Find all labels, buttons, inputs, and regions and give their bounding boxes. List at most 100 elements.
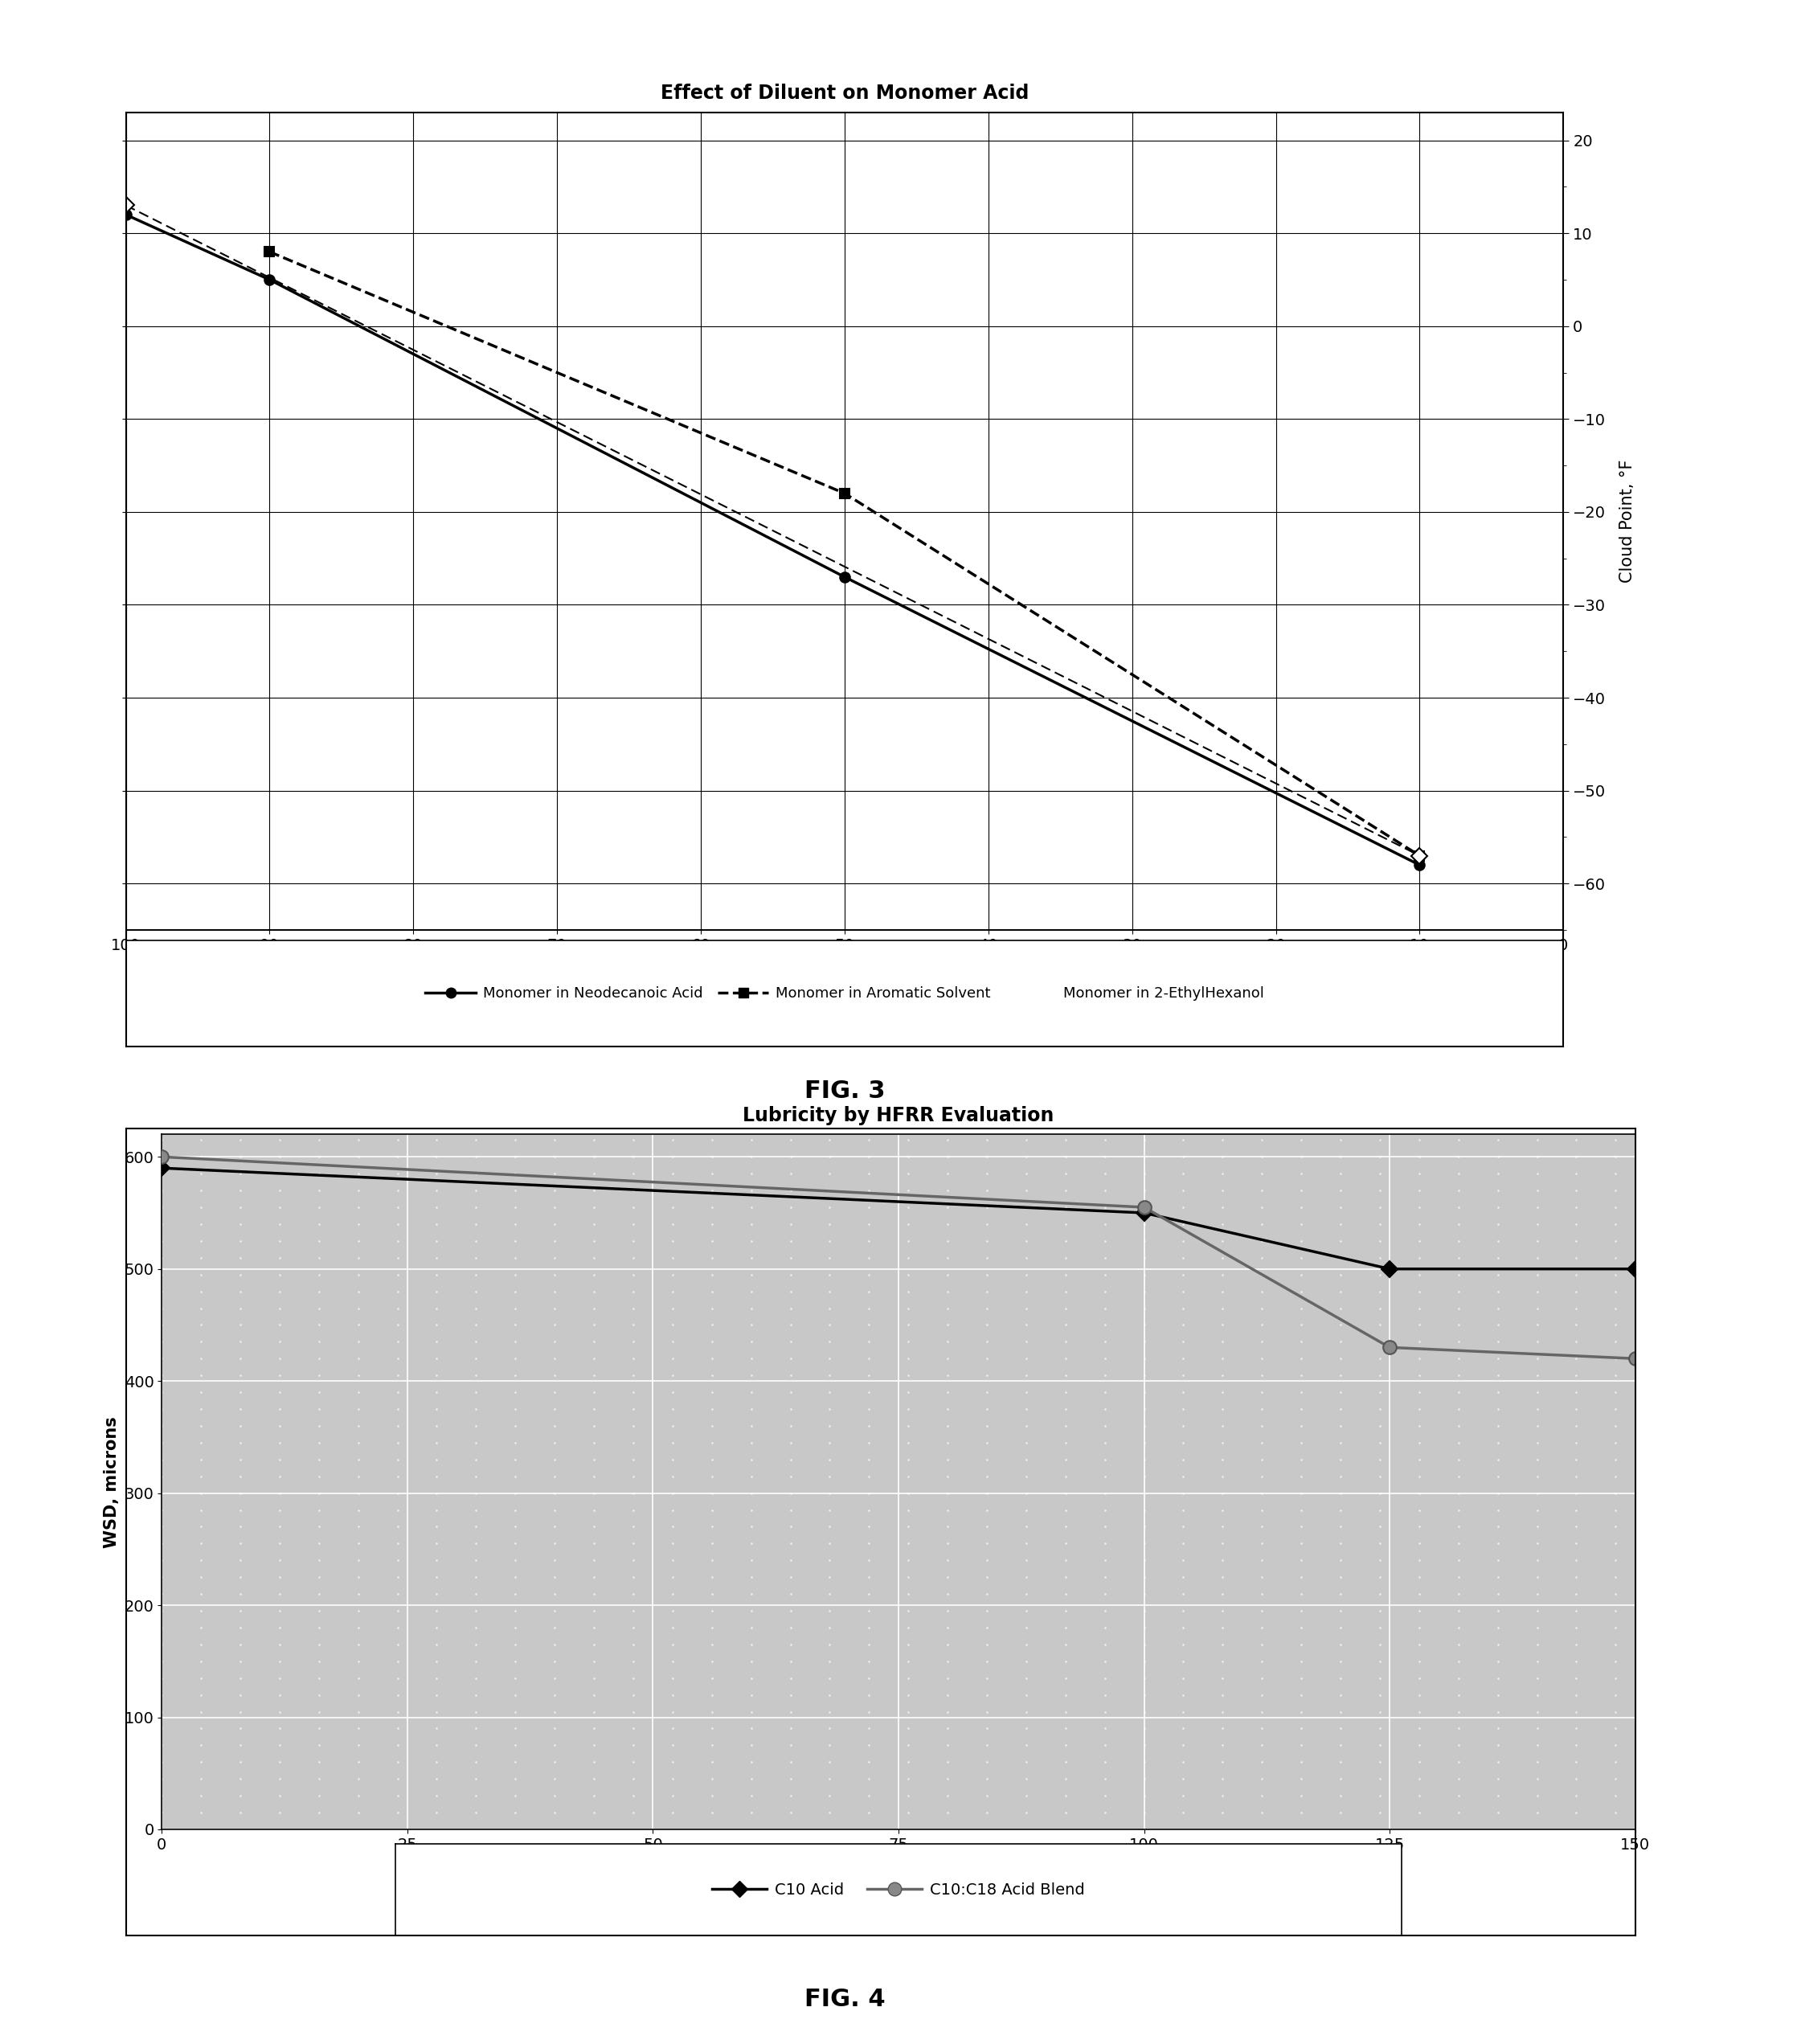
Point	[855, 1173, 884, 1206]
Point	[776, 1594, 805, 1627]
Point	[1405, 1343, 1434, 1376]
Point	[737, 1443, 766, 1476]
Point	[226, 1746, 255, 1778]
Point	[187, 1376, 216, 1408]
Point	[1247, 1410, 1276, 1443]
Point	[187, 1359, 216, 1392]
Point	[1051, 1594, 1080, 1627]
Point	[304, 1241, 332, 1273]
Point	[462, 1813, 491, 1846]
Point	[343, 1662, 372, 1694]
Point	[1562, 1594, 1590, 1627]
Point	[697, 1325, 726, 1357]
Point	[462, 1141, 491, 1173]
Point	[187, 1746, 216, 1778]
Point	[304, 1410, 332, 1443]
Point	[776, 1427, 805, 1459]
Point	[933, 1629, 961, 1662]
Point	[1562, 1562, 1590, 1594]
Point	[266, 1459, 295, 1492]
Point	[855, 1527, 884, 1560]
Point	[933, 1594, 961, 1627]
Point	[1208, 1259, 1236, 1292]
Point	[1366, 1141, 1394, 1173]
Point	[1601, 1511, 1630, 1543]
Point	[1091, 1224, 1120, 1257]
Point	[187, 1762, 216, 1795]
Point	[972, 1562, 1001, 1594]
Point	[501, 1208, 530, 1241]
Point	[1562, 1713, 1590, 1746]
Point	[618, 1729, 647, 1762]
Point	[343, 1157, 372, 1190]
Point	[1247, 1259, 1276, 1292]
Point	[1208, 1157, 1236, 1190]
X-axis label: Treat Rate, ppm: Treat Rate, ppm	[823, 1856, 974, 1872]
Point	[187, 1813, 216, 1846]
Point	[147, 1511, 176, 1543]
Point	[422, 1494, 451, 1527]
Point	[737, 1173, 766, 1206]
Point	[855, 1813, 884, 1846]
Point	[933, 1241, 961, 1273]
Point	[304, 1275, 332, 1308]
Point	[1287, 1813, 1315, 1846]
Point	[343, 1173, 372, 1206]
Point	[1522, 1343, 1551, 1376]
Point	[737, 1427, 766, 1459]
Point	[816, 1410, 845, 1443]
Point	[580, 1543, 609, 1576]
Point	[1012, 1443, 1040, 1476]
Point	[580, 1392, 609, 1425]
Point	[147, 1392, 176, 1425]
Point	[541, 1694, 570, 1727]
Point	[1208, 1797, 1236, 1829]
Point	[1601, 1762, 1630, 1795]
C10 Acid	[151, 1155, 173, 1179]
Point	[933, 1359, 961, 1392]
Point	[383, 1443, 412, 1476]
Point	[1208, 1224, 1236, 1257]
Point	[697, 1208, 726, 1241]
Point	[501, 1192, 530, 1224]
Point	[1287, 1511, 1315, 1543]
Point	[1445, 1611, 1474, 1643]
Point	[697, 1427, 726, 1459]
Point	[737, 1678, 766, 1711]
Point	[1483, 1762, 1511, 1795]
Point	[580, 1124, 609, 1157]
Point	[501, 1173, 530, 1206]
Point	[893, 1157, 922, 1190]
Point	[580, 1376, 609, 1408]
Point	[697, 1629, 726, 1662]
Point	[1601, 1662, 1630, 1694]
Point	[383, 1611, 412, 1643]
Point	[618, 1543, 647, 1576]
Point	[383, 1543, 412, 1576]
Point	[1051, 1611, 1080, 1643]
Point	[422, 1459, 451, 1492]
Point	[1562, 1494, 1590, 1527]
Point	[697, 1494, 726, 1527]
Point	[1170, 1427, 1199, 1459]
Point	[893, 1124, 922, 1157]
Point	[422, 1780, 451, 1813]
Point	[1522, 1173, 1551, 1206]
Point	[501, 1729, 530, 1762]
Point	[1445, 1729, 1474, 1762]
Point	[1130, 1746, 1159, 1778]
Point	[580, 1292, 609, 1325]
Point	[933, 1678, 961, 1711]
Point	[1170, 1662, 1199, 1694]
Point	[266, 1308, 295, 1341]
Point	[1405, 1527, 1434, 1560]
Point	[697, 1241, 726, 1273]
Point	[1601, 1359, 1630, 1392]
Point	[776, 1443, 805, 1476]
Point	[1287, 1729, 1315, 1762]
Point	[383, 1410, 412, 1443]
Point	[776, 1124, 805, 1157]
C10 Acid	[1134, 1200, 1155, 1224]
Point	[462, 1694, 491, 1727]
Point	[1522, 1713, 1551, 1746]
